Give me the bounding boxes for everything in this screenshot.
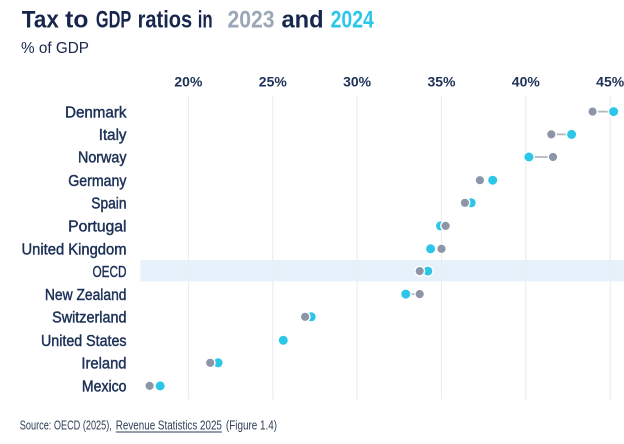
svg-text:Spain: Spain bbox=[91, 196, 126, 213]
svg-text:Tax: Tax bbox=[22, 7, 60, 34]
svg-text:Mexico: Mexico bbox=[82, 379, 127, 396]
svg-text:2024: 2024 bbox=[331, 7, 375, 34]
svg-text:40%: 40% bbox=[512, 75, 540, 90]
svg-text:45%: 45% bbox=[596, 75, 624, 90]
svg-text:(Figure 1.4): (Figure 1.4) bbox=[226, 418, 277, 432]
svg-text:% of GDP: % of GDP bbox=[21, 40, 89, 57]
svg-text:United States: United States bbox=[41, 333, 127, 350]
svg-text:United Kingdom: United Kingdom bbox=[22, 242, 127, 259]
svg-text:in: in bbox=[198, 7, 213, 34]
svg-text:25%: 25% bbox=[259, 75, 287, 90]
svg-text:and: and bbox=[282, 7, 324, 34]
svg-text:GDP: GDP bbox=[96, 7, 131, 34]
svg-text:Revenue Statistics 2025: Revenue Statistics 2025 bbox=[116, 418, 222, 432]
svg-text:Italy: Italy bbox=[99, 127, 127, 144]
svg-text:20%: 20% bbox=[174, 75, 202, 90]
svg-text:Norway: Norway bbox=[78, 150, 127, 167]
svg-text:Switzerland: Switzerland bbox=[52, 310, 126, 327]
svg-text:ratios: ratios bbox=[138, 7, 193, 34]
svg-text:30%: 30% bbox=[343, 75, 371, 90]
svg-text:Denmark: Denmark bbox=[65, 104, 127, 121]
svg-text:Germany: Germany bbox=[68, 173, 127, 190]
svg-text:OECD: OECD bbox=[93, 264, 127, 281]
svg-text:New Zealand: New Zealand bbox=[45, 287, 127, 304]
svg-text:2023: 2023 bbox=[228, 7, 275, 34]
svg-text:to: to bbox=[65, 7, 88, 34]
svg-text:Portugal: Portugal bbox=[68, 219, 126, 236]
svg-text:35%: 35% bbox=[428, 75, 456, 90]
svg-text:Source: OECD (2025),: Source: OECD (2025), bbox=[20, 418, 112, 432]
svg-text:Ireland: Ireland bbox=[81, 356, 126, 373]
